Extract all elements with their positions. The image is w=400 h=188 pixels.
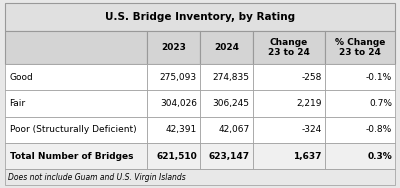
Bar (325, 117, 395, 143)
Bar (325, 90, 395, 117)
Bar (253, 143, 325, 169)
Text: 304,026: 304,026 (160, 99, 197, 108)
Text: -0.8%: -0.8% (366, 125, 392, 134)
Bar (147, 31, 200, 64)
Text: 274,835: 274,835 (212, 73, 250, 82)
Text: % Change
23 to 24: % Change 23 to 24 (335, 38, 385, 57)
Text: 42,067: 42,067 (218, 125, 250, 134)
Bar (200, 64, 253, 90)
Text: 0.7%: 0.7% (369, 99, 392, 108)
Bar (147, 64, 200, 90)
Bar (5, 117, 147, 143)
Bar (5, 143, 147, 169)
Bar (5, 3, 395, 31)
Text: Fair: Fair (10, 99, 26, 108)
Bar (253, 64, 325, 90)
Text: Change
23 to 24: Change 23 to 24 (268, 38, 310, 57)
Bar (5, 169, 395, 185)
Text: 621,510: 621,510 (156, 152, 197, 161)
Bar (5, 64, 147, 90)
Text: 42,391: 42,391 (166, 125, 197, 134)
Text: 1,637: 1,637 (293, 152, 322, 161)
Text: -258: -258 (301, 73, 322, 82)
Text: 2,219: 2,219 (296, 99, 322, 108)
Bar (200, 117, 253, 143)
Bar (200, 143, 253, 169)
Bar (253, 31, 325, 64)
Bar (200, 90, 253, 117)
Text: 0.3%: 0.3% (367, 152, 392, 161)
Bar (147, 117, 200, 143)
Text: Does not include Guam and U.S. Virgin Islands: Does not include Guam and U.S. Virgin Is… (8, 173, 186, 182)
Bar (253, 117, 325, 143)
Bar (325, 31, 395, 64)
Bar (147, 143, 200, 169)
Bar (5, 90, 147, 117)
Bar (325, 143, 395, 169)
Text: 2023: 2023 (161, 43, 186, 52)
Text: Poor (Structurally Deficient): Poor (Structurally Deficient) (10, 125, 136, 134)
Text: Total Number of Bridges: Total Number of Bridges (10, 152, 133, 161)
Text: 623,147: 623,147 (208, 152, 250, 161)
Text: 306,245: 306,245 (212, 99, 250, 108)
Bar (5, 31, 147, 64)
Text: 2024: 2024 (214, 43, 239, 52)
Bar (200, 31, 253, 64)
Bar (253, 90, 325, 117)
Bar (325, 64, 395, 90)
Text: U.S. Bridge Inventory, by Rating: U.S. Bridge Inventory, by Rating (105, 12, 295, 22)
Text: -0.1%: -0.1% (366, 73, 392, 82)
Text: -324: -324 (302, 125, 322, 134)
Text: Good: Good (10, 73, 33, 82)
Text: 275,093: 275,093 (160, 73, 197, 82)
Bar (147, 90, 200, 117)
